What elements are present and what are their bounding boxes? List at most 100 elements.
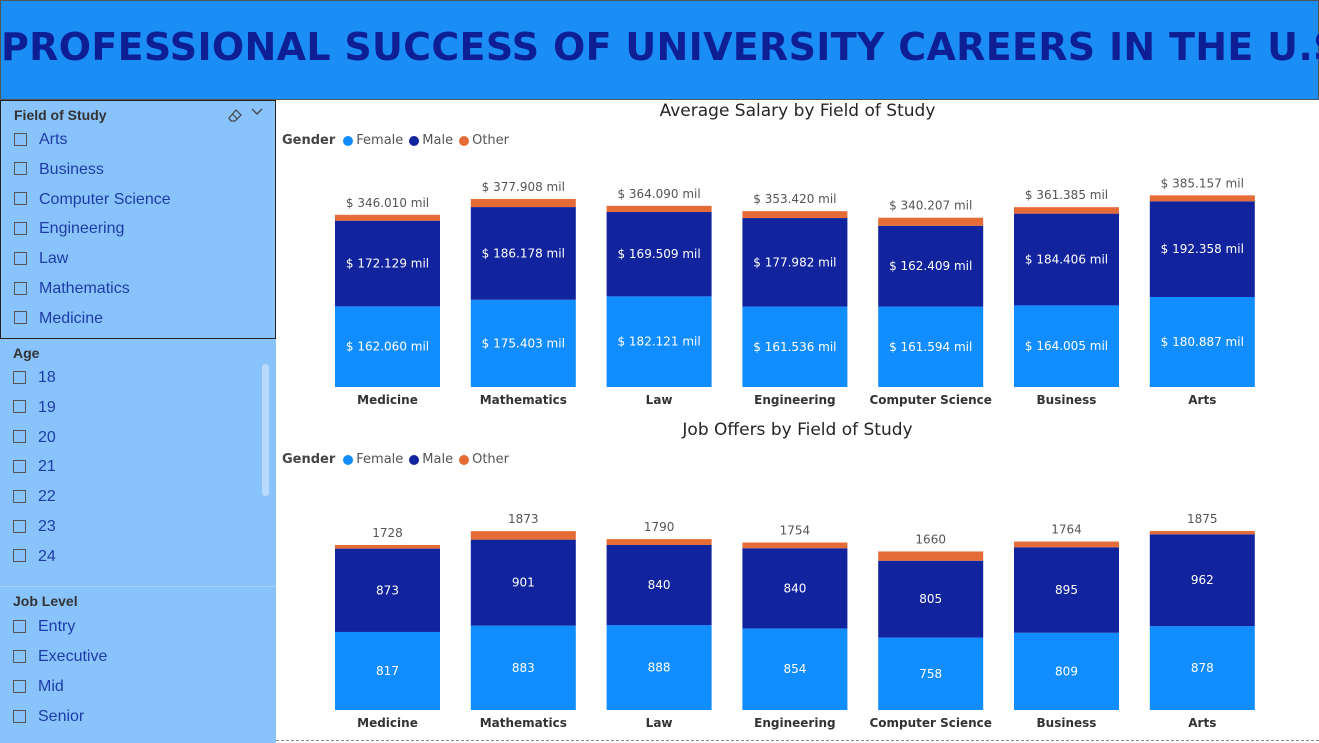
- bar-male[interactable]: [470, 207, 576, 300]
- bar-male[interactable]: [335, 220, 440, 307]
- checkbox[interactable]: [14, 221, 27, 235]
- chevron-down-icon[interactable]: [251, 107, 263, 117]
- checkbox[interactable]: [14, 311, 27, 325]
- data-label: $ 161.536 mil: [753, 340, 836, 354]
- bar-other[interactable]: [1014, 541, 1119, 548]
- eraser-icon[interactable]: [227, 107, 243, 123]
- bar-female[interactable]: [878, 637, 984, 710]
- checkbox[interactable]: [13, 679, 26, 693]
- bar-other[interactable]: [335, 544, 440, 549]
- bar-female[interactable]: [470, 299, 576, 387]
- bar-male[interactable]: [742, 548, 848, 629]
- slicer-item-18[interactable]: 18: [13, 367, 56, 389]
- bar-female[interactable]: [606, 625, 712, 710]
- bar-other[interactable]: [335, 214, 440, 221]
- checkbox[interactable]: [13, 709, 26, 723]
- bar-other[interactable]: [470, 198, 576, 208]
- legend-item-male[interactable]: Male: [409, 133, 453, 148]
- bar-male[interactable]: [1014, 547, 1119, 633]
- bar-female[interactable]: [1149, 296, 1255, 387]
- bar-female[interactable]: [1014, 305, 1119, 387]
- category-label: Business: [1037, 393, 1097, 407]
- bar-male[interactable]: [878, 225, 984, 307]
- checkbox[interactable]: [14, 132, 27, 146]
- slicer-item-medicine[interactable]: Medicine: [14, 308, 103, 330]
- total-label: $ 353.420 mil: [753, 192, 836, 206]
- slicer-item-mathematics[interactable]: Mathematics: [14, 278, 130, 300]
- bar-female[interactable]: [335, 631, 440, 710]
- checkbox[interactable]: [13, 370, 26, 384]
- slicer-item-20[interactable]: 20: [13, 427, 56, 449]
- checkbox[interactable]: [13, 649, 26, 663]
- bar-other[interactable]: [606, 205, 712, 213]
- slicer-item-law[interactable]: Law: [14, 248, 68, 270]
- bar-other[interactable]: [1014, 207, 1119, 214]
- bar-other[interactable]: [878, 217, 984, 226]
- checkbox[interactable]: [13, 400, 26, 414]
- legend-item-male[interactable]: Male: [409, 452, 453, 467]
- bar-other[interactable]: [742, 211, 848, 219]
- bar-other[interactable]: [606, 539, 712, 545]
- bar-female[interactable]: [1014, 632, 1119, 710]
- salary-bars: $ 162.060 mil $ 172.129 mil $ 346.010 mil M…: [335, 176, 1255, 407]
- bar-male[interactable]: [470, 539, 576, 626]
- slicer-item-23[interactable]: 23: [13, 516, 56, 538]
- bar-other[interactable]: [742, 542, 848, 549]
- checkbox[interactable]: [14, 192, 27, 206]
- bar-female[interactable]: [335, 306, 440, 387]
- slicer-item-mid[interactable]: Mid: [13, 676, 64, 698]
- slicer-item-computer-science[interactable]: Computer Science: [14, 189, 171, 211]
- bar-other[interactable]: [1149, 195, 1255, 202]
- bar-male[interactable]: [878, 560, 984, 638]
- bar-male[interactable]: [742, 218, 848, 307]
- bar-male[interactable]: [1014, 213, 1119, 306]
- checkbox[interactable]: [13, 619, 26, 633]
- legend-label: Female: [356, 133, 404, 148]
- total-label: $ 361.385 mil: [1025, 188, 1108, 202]
- bar-other[interactable]: [470, 531, 576, 540]
- bar-female[interactable]: [470, 625, 576, 710]
- bar-male[interactable]: [606, 544, 712, 626]
- slicer-item-entry[interactable]: Entry: [13, 616, 75, 638]
- category-label: Arts: [1188, 716, 1216, 730]
- bar-male[interactable]: [1149, 201, 1255, 297]
- bar-female[interactable]: [606, 296, 712, 387]
- slicer-item-19[interactable]: 19: [13, 397, 56, 419]
- checkbox[interactable]: [13, 430, 26, 444]
- slicer-item-senior[interactable]: Senior: [13, 706, 84, 728]
- checkbox[interactable]: [13, 519, 26, 533]
- slicer-item-engineering[interactable]: Engineering: [14, 218, 124, 240]
- bar-other[interactable]: [878, 551, 984, 561]
- legend-item-other[interactable]: Other: [459, 452, 509, 467]
- legend-item-other[interactable]: Other: [459, 133, 509, 148]
- bar-other[interactable]: [1149, 530, 1255, 535]
- bar-male[interactable]: [1149, 534, 1255, 627]
- bar-male[interactable]: [606, 212, 712, 297]
- slicer-item-24[interactable]: 24: [13, 546, 56, 568]
- bar-female[interactable]: [742, 306, 848, 387]
- data-label: 873: [376, 583, 399, 597]
- scrollbar[interactable]: [262, 364, 269, 496]
- slicer-item-21[interactable]: 21: [13, 456, 56, 478]
- checkbox[interactable]: [14, 251, 27, 265]
- bar-male[interactable]: [335, 548, 440, 632]
- total-label: 1764: [1051, 523, 1082, 537]
- checkbox[interactable]: [14, 162, 27, 176]
- checkbox[interactable]: [14, 281, 27, 295]
- slicer-item-executive[interactable]: Executive: [13, 646, 107, 668]
- data-label: $ 169.509 mil: [617, 247, 700, 261]
- legend-item-female[interactable]: Female: [343, 452, 403, 467]
- bar-female[interactable]: [742, 628, 848, 710]
- slicer-item-arts[interactable]: Arts: [14, 129, 67, 151]
- total-label: 1873: [508, 512, 539, 526]
- slicer-item-business[interactable]: Business: [14, 159, 104, 181]
- checkbox[interactable]: [13, 489, 26, 503]
- slicer-item-label: Medicine: [39, 309, 104, 327]
- bar-female[interactable]: [1149, 626, 1255, 710]
- data-label: 840: [783, 581, 806, 595]
- legend-item-female[interactable]: Female: [343, 133, 403, 148]
- slicer-item-22[interactable]: 22: [13, 486, 56, 508]
- bar-female[interactable]: [878, 306, 984, 387]
- checkbox[interactable]: [13, 459, 26, 473]
- checkbox[interactable]: [13, 549, 26, 563]
